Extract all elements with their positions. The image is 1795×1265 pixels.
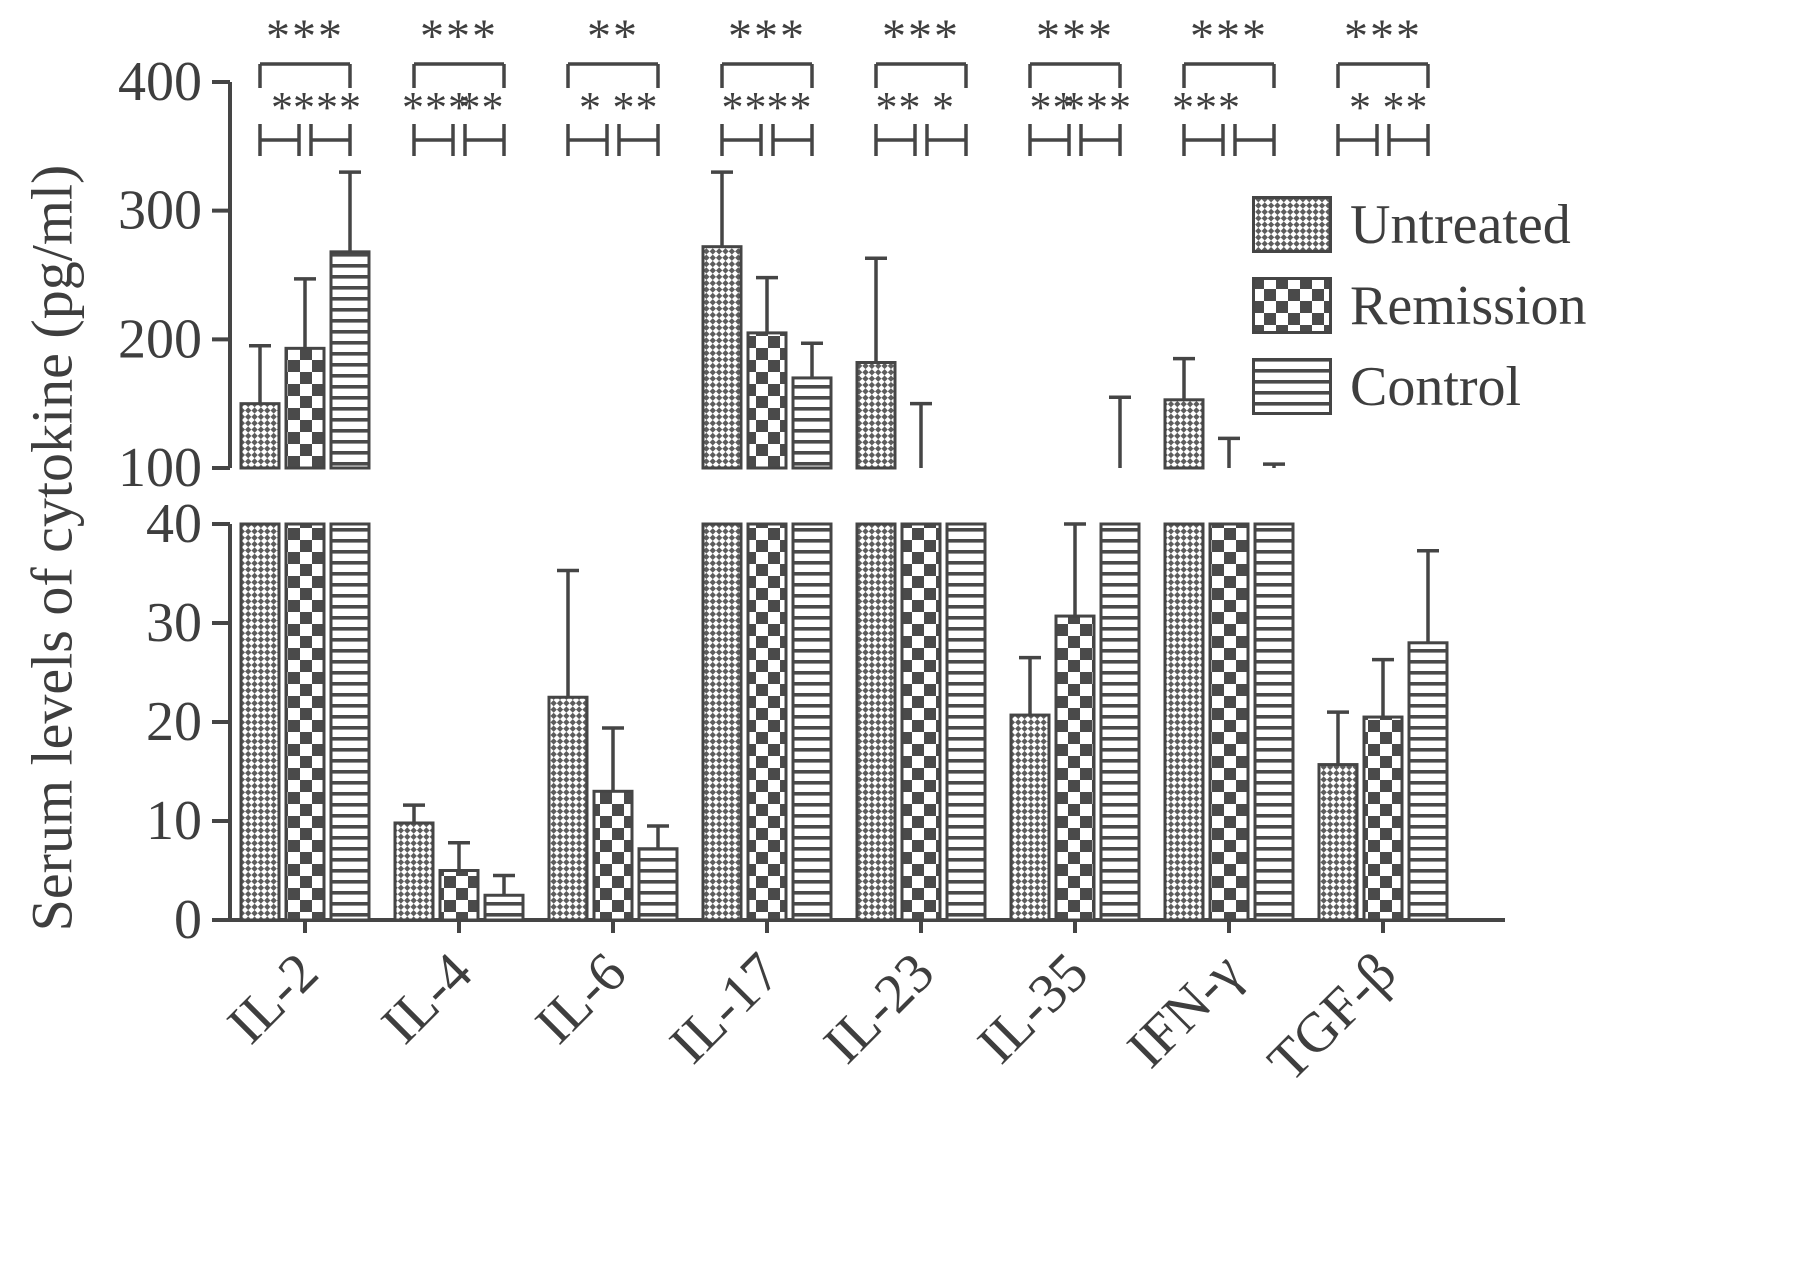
bar-control-ifn-γ — [1253, 522, 1295, 922]
legend-label-untreated: Untreated — [1350, 193, 1571, 256]
sig-overall-stars-5: *** — [1036, 10, 1114, 63]
sig-right-stars-0: *** — [293, 83, 362, 132]
sig-overall-stars-4: *** — [882, 10, 960, 63]
bar-remission-il-35 — [1054, 614, 1096, 922]
y-tick-label: 200 — [118, 308, 202, 370]
bar-control-il-23 — [945, 522, 987, 922]
bar-control-il-2 — [329, 522, 371, 922]
y-tick-label: 20 — [146, 691, 202, 753]
bar-control-il-6 — [637, 847, 679, 922]
y-tick-label: 10 — [146, 790, 202, 852]
sig-left-stars-4: ** — [876, 83, 922, 132]
sig-right-stars-4: * — [932, 83, 955, 132]
sig-left-stars-7: * — [1349, 83, 1372, 132]
bar-control-tgf-β — [1407, 641, 1449, 922]
bar-upper-untreated-il-17 — [701, 245, 743, 470]
legend-item-untreated: Untreated — [1252, 196, 1586, 253]
legend-swatch-untreated-pattern — [1252, 196, 1332, 253]
y-tick-label: 400 — [118, 51, 202, 113]
x-axis-label-il-4: IL-4 — [370, 941, 484, 1055]
bar-untreated-il-35 — [1009, 713, 1051, 922]
legend-item-control: Control — [1252, 358, 1586, 415]
sig-right-stars-2: ** — [613, 83, 659, 132]
legend-label-control: Control — [1350, 355, 1522, 418]
bar-untreated-ifn-γ — [1163, 522, 1205, 922]
sig-overall-stars-6: *** — [1190, 10, 1268, 63]
sig-overall-stars-2: ** — [587, 10, 639, 63]
bar-untreated-il-23 — [855, 522, 897, 922]
sig-overall-stars-7: *** — [1344, 10, 1422, 63]
legend-label-remission: Remission — [1350, 274, 1587, 337]
legend: Untreated Remission Control — [1252, 196, 1586, 415]
bar-remission-il-17 — [746, 522, 788, 922]
bar-control-il-4 — [483, 893, 525, 922]
bar-upper-control-il-17 — [791, 376, 833, 470]
sig-overall-stars-3: *** — [728, 10, 806, 63]
sig-right-stars-5: *** — [1063, 83, 1132, 132]
y-axis-title: Serum levels of cytokine (pg/ml) — [19, 164, 85, 932]
sig-left-stars-3: ** — [722, 83, 768, 132]
y-tick-label: 0 — [174, 889, 202, 951]
sig-right-stars-3: ** — [767, 83, 813, 132]
x-axis-label-il-6: IL-6 — [524, 941, 638, 1055]
bar-remission-il-4 — [438, 869, 480, 922]
sig-left-stars-2: * — [579, 83, 602, 132]
bar-upper-untreated-ifn-γ — [1163, 398, 1205, 470]
sig-right-stars-7: ** — [1383, 83, 1429, 132]
sig-left-stars-5: ** — [1030, 83, 1076, 132]
bar-remission-ifn-γ — [1208, 522, 1250, 922]
bar-upper-control-il-2 — [329, 250, 371, 470]
legend-swatch-control-pattern — [1252, 358, 1332, 415]
bar-upper-untreated-il-23 — [855, 360, 897, 470]
y-tick-label: 30 — [146, 592, 202, 654]
bar-untreated-il-4 — [393, 821, 435, 922]
sig-left-stars-0: * — [271, 83, 294, 132]
sig-left-stars-1: *** — [402, 83, 471, 132]
y-tick-label: 300 — [118, 180, 202, 242]
bar-untreated-il-2 — [239, 522, 281, 922]
bar-remission-il-23 — [900, 522, 942, 922]
x-axis-label-il-17: IL-17 — [658, 941, 792, 1075]
bar-control-il-17 — [791, 522, 833, 922]
x-axis-label-il-35: IL-35 — [966, 941, 1100, 1075]
bar-control-il-35 — [1099, 522, 1141, 922]
sig-left-stars-6: *** — [1172, 83, 1241, 132]
bar-upper-remission-il-17 — [746, 331, 788, 470]
sig-overall-stars-1: *** — [420, 10, 498, 63]
sig-overall-stars-0: *** — [266, 10, 344, 63]
legend-item-remission: Remission — [1252, 277, 1586, 334]
x-axis-label-il-23: IL-23 — [812, 941, 946, 1075]
sig-right-stars-1: ** — [459, 83, 505, 132]
y-tick-label: 40 — [146, 493, 202, 555]
bar-untreated-il-17 — [701, 522, 743, 922]
bar-upper-untreated-il-2 — [239, 402, 281, 470]
x-axis-label-tgf-β: TGF-β — [1256, 941, 1408, 1093]
bar-upper-remission-il-2 — [284, 346, 326, 470]
bar-remission-il-6 — [592, 789, 634, 922]
legend-swatch-remission-pattern — [1252, 277, 1332, 334]
bar-remission-tgf-β — [1362, 715, 1404, 922]
x-axis-label-il-2: IL-2 — [216, 941, 330, 1055]
x-axis-label-ifn-γ: IFN-γ — [1116, 941, 1254, 1079]
bar-untreated-il-6 — [547, 695, 589, 922]
y-tick-label: 100 — [118, 437, 202, 499]
bar-untreated-tgf-β — [1317, 763, 1359, 922]
bar-remission-il-2 — [284, 522, 326, 922]
